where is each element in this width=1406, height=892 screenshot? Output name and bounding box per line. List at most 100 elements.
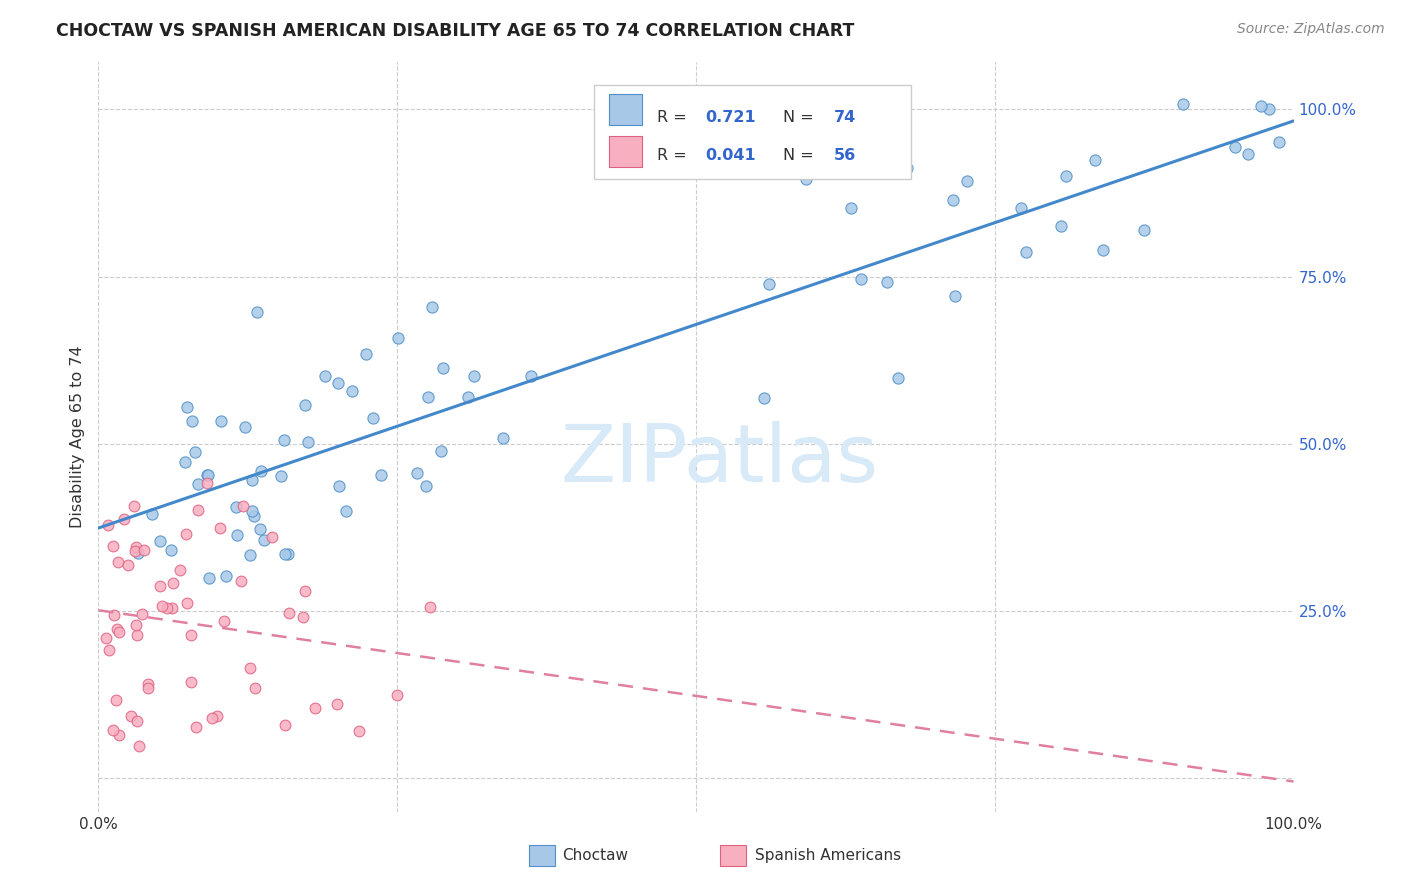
Point bbox=[1257, 102, 1279, 116]
Point bbox=[212, 614, 235, 628]
Point bbox=[1225, 140, 1247, 154]
Point bbox=[107, 555, 129, 569]
Point bbox=[1250, 98, 1272, 112]
Point bbox=[335, 504, 357, 518]
Text: Spanish Americans: Spanish Americans bbox=[755, 847, 901, 863]
Point bbox=[149, 579, 172, 593]
Point bbox=[148, 533, 170, 548]
Point bbox=[117, 558, 139, 573]
Point bbox=[242, 508, 264, 523]
Point bbox=[839, 201, 862, 215]
Bar bbox=[529, 845, 555, 865]
Point bbox=[176, 400, 198, 414]
Point bbox=[956, 174, 979, 188]
Point bbox=[420, 301, 443, 315]
Point bbox=[1084, 153, 1107, 167]
Point bbox=[1050, 219, 1073, 233]
Point bbox=[419, 599, 441, 614]
Point bbox=[243, 681, 266, 695]
Point bbox=[314, 369, 336, 384]
Point bbox=[127, 546, 149, 560]
Point bbox=[415, 478, 437, 492]
Point bbox=[304, 701, 326, 715]
Point bbox=[122, 499, 145, 513]
Point bbox=[354, 347, 377, 361]
Point bbox=[103, 723, 125, 737]
Point bbox=[1054, 169, 1077, 183]
Text: N =: N = bbox=[783, 111, 820, 125]
Point bbox=[138, 681, 160, 695]
Text: Choctaw: Choctaw bbox=[562, 847, 628, 863]
Point bbox=[108, 625, 131, 640]
Point bbox=[187, 503, 209, 517]
Point bbox=[94, 631, 117, 645]
Point bbox=[250, 464, 273, 478]
Point bbox=[943, 289, 966, 303]
Bar bbox=[720, 845, 747, 865]
Point bbox=[233, 419, 256, 434]
Point bbox=[226, 528, 249, 542]
Point bbox=[239, 548, 262, 562]
Text: 0.041: 0.041 bbox=[706, 148, 756, 162]
Point bbox=[347, 724, 370, 739]
Point bbox=[278, 606, 301, 620]
Text: N =: N = bbox=[783, 148, 820, 162]
Point bbox=[105, 693, 128, 707]
Text: ZIPatlas: ZIPatlas bbox=[561, 420, 879, 499]
Point bbox=[326, 376, 349, 391]
Point bbox=[274, 718, 297, 732]
Point bbox=[125, 618, 148, 632]
Point bbox=[1091, 243, 1114, 257]
Y-axis label: Disability Age 65 to 74: Disability Age 65 to 74 bbox=[70, 346, 86, 528]
Point bbox=[361, 411, 384, 425]
Point bbox=[291, 610, 314, 624]
Point bbox=[184, 720, 207, 734]
Point bbox=[187, 477, 209, 491]
Point bbox=[758, 277, 780, 292]
Text: 56: 56 bbox=[834, 148, 856, 162]
Point bbox=[294, 584, 316, 599]
Point bbox=[430, 444, 453, 458]
Point bbox=[463, 369, 485, 384]
Point bbox=[159, 542, 181, 557]
Point bbox=[174, 526, 197, 541]
Point bbox=[1015, 244, 1038, 259]
Point bbox=[270, 468, 292, 483]
Point bbox=[197, 475, 219, 490]
Point bbox=[849, 272, 872, 286]
Point bbox=[176, 596, 198, 610]
Point bbox=[97, 518, 120, 533]
Text: R =: R = bbox=[657, 111, 692, 125]
Point bbox=[519, 369, 541, 384]
Point bbox=[103, 607, 125, 622]
Point bbox=[942, 193, 965, 207]
Point bbox=[132, 543, 155, 558]
Point bbox=[136, 677, 159, 691]
Point bbox=[294, 398, 316, 412]
Point bbox=[180, 674, 202, 689]
Point bbox=[1173, 96, 1195, 111]
Point bbox=[370, 468, 392, 483]
Point bbox=[128, 739, 150, 753]
Point bbox=[141, 508, 163, 522]
Point bbox=[262, 530, 284, 544]
Point bbox=[97, 643, 120, 657]
Point bbox=[198, 571, 221, 585]
Point bbox=[197, 468, 219, 483]
Point bbox=[876, 275, 898, 289]
Point bbox=[277, 547, 299, 561]
Point bbox=[162, 576, 184, 591]
Point bbox=[231, 574, 253, 589]
Point bbox=[101, 539, 124, 553]
Point bbox=[246, 305, 269, 319]
Point bbox=[197, 467, 219, 482]
Point bbox=[131, 607, 153, 621]
FancyBboxPatch shape bbox=[595, 85, 911, 178]
Point bbox=[225, 500, 247, 515]
Point bbox=[124, 543, 146, 558]
Point bbox=[416, 390, 439, 404]
Point bbox=[297, 435, 319, 450]
Point bbox=[1268, 135, 1291, 149]
Point bbox=[274, 547, 297, 561]
Point bbox=[174, 455, 197, 469]
